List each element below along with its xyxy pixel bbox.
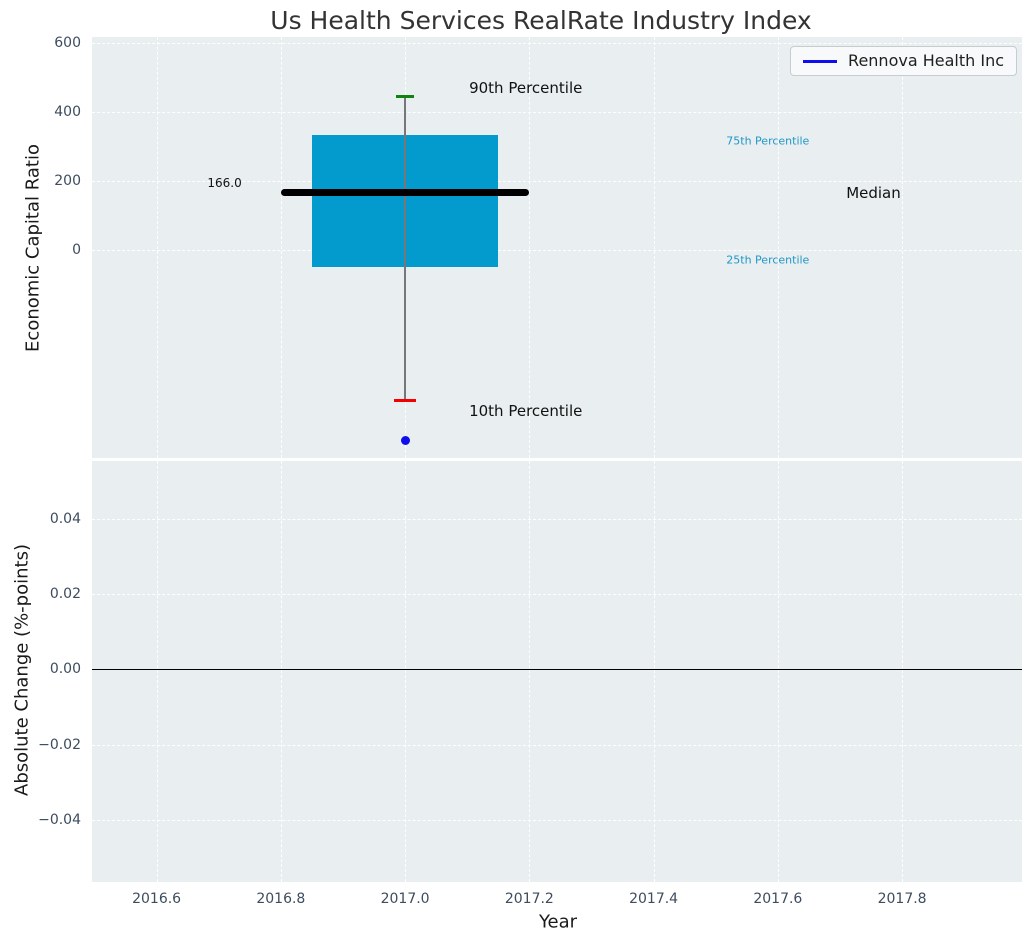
absolute-change-panel [92, 461, 1022, 882]
y-tick-label: 0.04 [49, 510, 81, 527]
boxplot-whisker [404, 96, 406, 401]
p90-cap [396, 94, 415, 98]
y-tick-label: 200 [54, 172, 81, 189]
annotation-median-value-label: 166.0 [207, 175, 242, 190]
x-tick-label: 2017.0 [380, 891, 430, 907]
x-gridline [653, 461, 655, 882]
x-gridline [529, 37, 531, 458]
x-tick-label: 2016.6 [132, 891, 182, 907]
legend-label: Rennova Health Inc [848, 51, 1004, 70]
x-gridline [902, 37, 904, 458]
y-gridline [92, 249, 1022, 251]
y-tick-label: 0 [72, 241, 81, 258]
zero-line [92, 668, 1022, 670]
annotation-median-label: Median [846, 183, 901, 202]
legend-line-sample [803, 59, 838, 63]
y-gridline [92, 111, 1022, 113]
x-tick-label: 2017.6 [753, 891, 803, 907]
rennova-point [400, 435, 410, 445]
y-tick-label: 400 [54, 103, 81, 120]
x-tick-label: 2017.8 [877, 891, 927, 907]
y-tick-label: −0.04 [38, 811, 81, 828]
y-tick-label: −0.02 [38, 736, 81, 753]
x-axis-label: Year [538, 911, 578, 933]
y-gridline [92, 518, 1022, 520]
y-tick-label: 0.00 [49, 661, 81, 678]
p10-cap [394, 398, 417, 402]
y-gridline [92, 744, 1022, 746]
x-gridline [529, 461, 531, 882]
y-gridline [92, 819, 1022, 821]
x-gridline [280, 461, 282, 882]
y-axis-label-top: Economic Capital Ratio [22, 144, 44, 352]
legend: Rennova Health Inc [790, 46, 1017, 76]
x-gridline [777, 37, 779, 458]
y-tick-label: 0.02 [49, 585, 81, 602]
x-gridline [156, 461, 158, 882]
y-gridline [92, 180, 1022, 182]
x-tick-label: 2017.2 [504, 891, 554, 907]
x-tick-label: 2016.8 [256, 891, 306, 907]
y-tick-label: 600 [54, 34, 81, 51]
y-axis-label-bottom: Absolute Change (%-points) [11, 544, 33, 796]
x-tick-label: 2017.4 [629, 891, 679, 907]
x-gridline [156, 37, 158, 458]
x-gridline [777, 461, 779, 882]
annotation-p25-label: 25th Percentile [726, 253, 810, 267]
annotation-p10-label: 10th Percentile [469, 402, 583, 421]
median-line [280, 189, 530, 196]
x-gridline [405, 461, 407, 882]
chart-title: Us Health Services RealRate Industry Ind… [270, 6, 812, 35]
x-gridline [280, 37, 282, 458]
economic-capital-ratio-panel: 90th Percentile 75th Percentile Median 25th… [92, 37, 1022, 458]
y-gridline [92, 593, 1022, 595]
annotation-p90-label: 90th Percentile [469, 79, 583, 98]
annotation-p75-label: 75th Percentile [726, 134, 810, 148]
x-gridline [653, 37, 655, 458]
y-gridline [92, 42, 1022, 44]
x-gridline [902, 461, 904, 882]
